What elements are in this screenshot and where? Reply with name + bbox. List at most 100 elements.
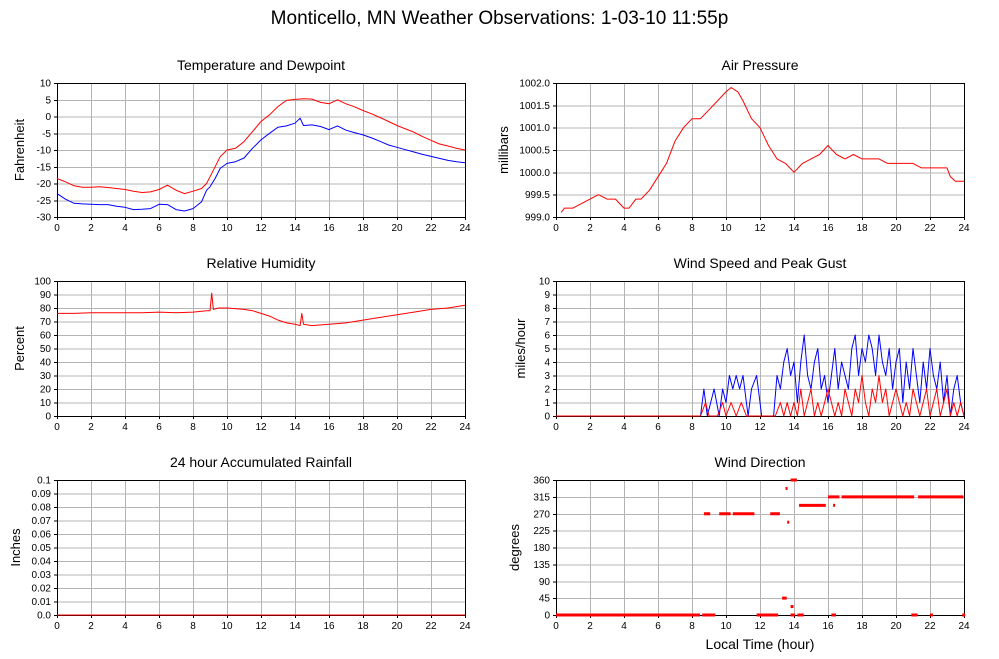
x-tick-label: 8: [190, 422, 196, 433]
x-tick-label: 10: [221, 621, 233, 632]
y-tick-label: 45: [539, 594, 551, 605]
y-axis-label: Inches: [8, 528, 23, 567]
x-tick-label: 16: [323, 223, 335, 234]
x-tick-label: 24: [459, 422, 471, 433]
y-tick-label: 1000.0: [519, 168, 550, 179]
x-tick-label: 4: [122, 621, 128, 632]
y-tick-label: 1002.0: [519, 79, 550, 90]
x-tick-label: 20: [391, 621, 403, 632]
chart-title: Wind Speed and Peak Gust: [674, 255, 847, 271]
y-tick-label: 8: [544, 304, 550, 315]
y-tick-label: 80: [40, 304, 52, 315]
x-tick-label: 16: [323, 621, 335, 632]
chart-title: Air Pressure: [721, 57, 798, 73]
y-tick-label: -5: [42, 129, 51, 140]
series-line-0: [560, 87, 964, 213]
y-tick-label: 4: [544, 358, 550, 369]
x-tick-label: 18: [856, 621, 868, 632]
y-tick-label: 90: [40, 290, 52, 301]
y-tick-label: 0.06: [32, 530, 52, 541]
y-axis-label: degrees: [507, 524, 522, 571]
x-tick-label: 12: [754, 621, 766, 632]
y-tick-label: 0: [45, 112, 51, 123]
x-tick-label: 0: [54, 223, 60, 234]
x-tick-label: 6: [655, 422, 661, 433]
y-axis-label: miles/hour: [513, 318, 528, 379]
y-tick-label: 40: [40, 358, 52, 369]
x-tick-label: 0: [54, 621, 60, 632]
x-tick-label: 10: [720, 422, 732, 433]
x-tick-label: 16: [822, 223, 834, 234]
y-tick-label: 0: [544, 611, 550, 622]
y-tick-label: 315: [533, 492, 550, 503]
x-tick-label: 24: [958, 422, 970, 433]
y-tick-label: -10: [37, 146, 52, 157]
x-tick-label: 8: [689, 422, 695, 433]
x-tick-label: 10: [720, 621, 732, 632]
chart-title: Wind Direction: [714, 454, 805, 470]
x-tick-label: 14: [289, 422, 301, 433]
x-tick-label: 20: [391, 223, 403, 234]
x-tick-label: 6: [655, 621, 661, 632]
series-line-0: [57, 292, 466, 327]
y-tick-label: 90: [539, 577, 551, 588]
x-tick-label: 2: [88, 422, 94, 433]
y-tick-label: 10: [40, 79, 52, 90]
x-tick-label: 6: [156, 422, 162, 433]
x-tick-label: 16: [822, 422, 834, 433]
x-tick-label: 14: [788, 223, 800, 234]
x-tick-label: 12: [255, 621, 267, 632]
y-tick-label: 0.02: [32, 584, 52, 595]
x-tick-label: 24: [459, 621, 471, 632]
y-tick-label: 999.0: [525, 213, 550, 224]
y-tick-label: 0: [45, 412, 51, 423]
y-tick-label: 5: [45, 95, 51, 106]
x-axis-label: Local Time (hour): [706, 636, 815, 652]
y-tick-label: 3: [544, 371, 550, 382]
y-tick-label: -20: [37, 179, 52, 190]
x-tick-label: 4: [621, 621, 627, 632]
y-tick-label: 0.0: [37, 611, 51, 622]
chart-title: Relative Humidity: [207, 255, 316, 271]
y-tick-label: 225: [533, 526, 550, 537]
chart-title: Temperature and Dewpoint: [177, 57, 345, 73]
y-tick-label: 30: [40, 371, 52, 382]
x-tick-label: 4: [621, 223, 627, 234]
x-tick-label: 14: [289, 621, 301, 632]
x-tick-label: 20: [890, 223, 902, 234]
x-tick-label: 4: [621, 422, 627, 433]
y-tick-label: 9: [544, 290, 550, 301]
y-tick-label: 5: [544, 344, 550, 355]
x-tick-label: 20: [890, 621, 902, 632]
y-tick-label: 1001.0: [519, 123, 550, 134]
y-tick-label: 999.5: [525, 190, 550, 201]
x-tick-label: 14: [788, 621, 800, 632]
x-tick-label: 22: [425, 621, 437, 632]
y-tick-label: 70: [40, 317, 52, 328]
y-tick-label: 50: [40, 344, 52, 355]
y-tick-label: -30: [37, 213, 52, 224]
x-tick-label: 22: [924, 223, 936, 234]
x-tick-label: 0: [553, 422, 559, 433]
y-tick-label: 10: [539, 277, 551, 288]
y-tick-label: 0.07: [32, 516, 52, 527]
y-tick-label: 6: [544, 331, 550, 342]
x-tick-label: 18: [357, 223, 369, 234]
x-tick-label: 18: [357, 422, 369, 433]
y-tick-label: 0.04: [32, 557, 52, 568]
x-tick-label: 2: [587, 422, 593, 433]
y-tick-label: 2: [544, 385, 550, 396]
x-tick-label: 24: [459, 223, 471, 234]
x-tick-label: 14: [289, 223, 301, 234]
x-tick-label: 12: [754, 422, 766, 433]
x-tick-label: 16: [323, 422, 335, 433]
y-tick-label: 0.08: [32, 503, 52, 514]
y-tick-label: 10: [40, 398, 52, 409]
x-tick-label: 12: [255, 223, 267, 234]
y-axis-label: millibars: [496, 126, 511, 174]
